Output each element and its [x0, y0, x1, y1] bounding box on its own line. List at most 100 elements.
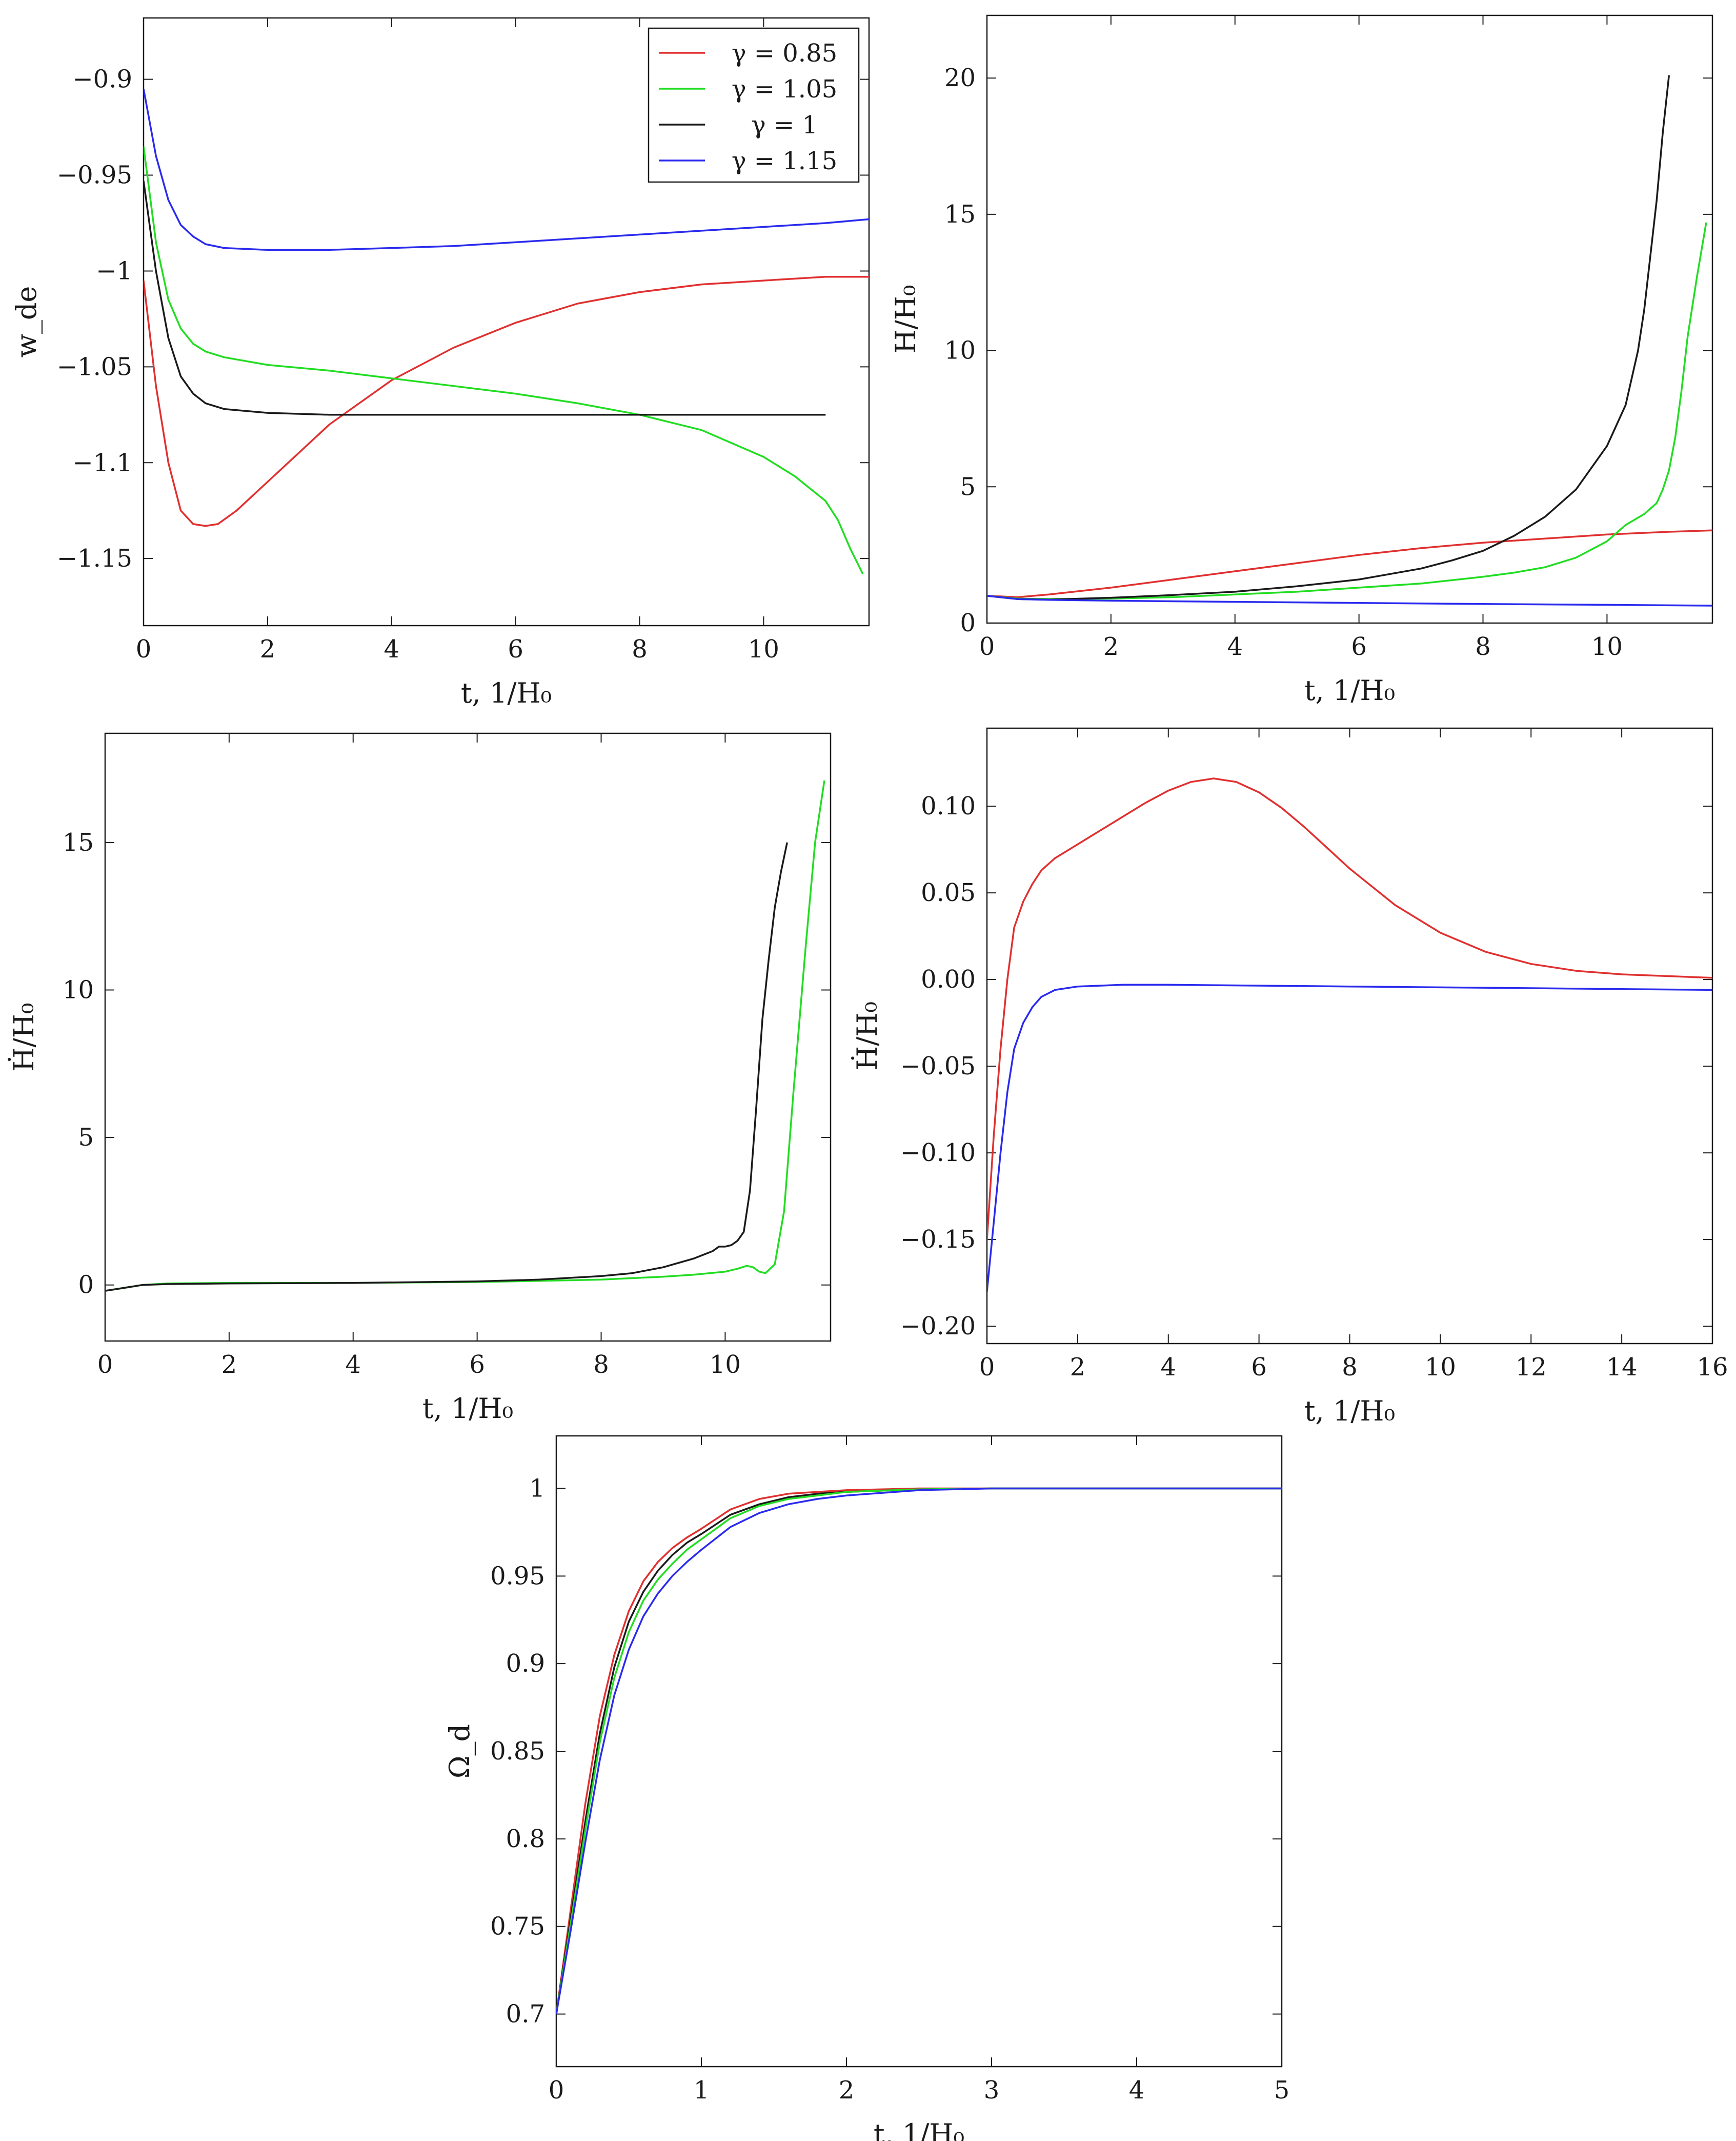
y-axis-label: H/H₀ — [890, 285, 922, 353]
plot-frame — [143, 17, 870, 627]
series-line-black — [556, 1487, 1282, 2014]
x-axis-label: t, 1/H₀ — [1304, 674, 1395, 707]
y-tick-label: −0.10 — [900, 1138, 976, 1167]
x-tick-label: 3 — [984, 2076, 1000, 2105]
y-tick-label: 15 — [63, 828, 94, 857]
legend-box — [648, 27, 860, 183]
y-axis-label-group: H/H₀ — [890, 285, 922, 353]
x-tick-label: 2 — [221, 1350, 237, 1379]
legend-entry: γ = 1.05 — [732, 75, 837, 104]
x-tick-label: 10 — [748, 635, 779, 664]
x-axis-label-group: t, 1/H₀ — [1304, 1395, 1395, 1427]
y-axis-label-group: Ḣ/H₀ — [7, 1003, 40, 1071]
y-axis-label-group: Ω_d — [443, 1724, 476, 1778]
y-tick-label: 0.85 — [490, 1737, 545, 1766]
y-tick-label: 15 — [944, 200, 976, 229]
x-tick-label: 6 — [469, 1350, 485, 1379]
y-axis-label: Ω_d — [443, 1724, 476, 1778]
y-tick-label: 10 — [63, 975, 94, 1004]
y-tick-label: 0.00 — [921, 965, 976, 994]
y-tick-label: 0 — [960, 609, 976, 637]
x-tick-label: 0 — [136, 635, 152, 664]
x-axis-label: t, 1/H₀ — [422, 1392, 513, 1425]
y-tick-label: −1 — [96, 256, 132, 285]
x-tick-label: 6 — [1251, 1353, 1267, 1382]
y-tick-label: 5 — [960, 472, 976, 501]
y-tick-label: 10 — [944, 336, 976, 365]
y-axis-label-group: Ḣ/H₀ — [851, 1002, 883, 1070]
x-axis-label: t, 1/H₀ — [874, 2118, 964, 2141]
x-axis-label-group: t, 1/H₀ — [461, 677, 552, 709]
x-tick-label: 10 — [1425, 1353, 1456, 1382]
chart-panel-H_over_H0: 0 2 4 6 8 10 0 5 10 15 20 t, 1/H₀ H/H₀ — [890, 14, 1713, 707]
y-tick-label: −1.1 — [72, 448, 132, 477]
series-line-blue — [556, 1487, 1282, 2014]
x-tick-label: 8 — [1475, 632, 1491, 661]
chart-panel-Omega_d: 0 1 2 3 4 5 1 0.95 0.9 0.85 0.8 0.75 0.7 t, 1/H₀ Ω_d — [443, 1435, 1290, 2141]
y-axis-label: w_de — [10, 286, 43, 358]
y-tick-label: −0.95 — [57, 161, 132, 190]
x-tick-label: 16 — [1697, 1353, 1728, 1382]
x-tick-label: 1 — [694, 2076, 710, 2105]
y-tick-label: 0.9 — [506, 1649, 545, 1678]
y-tick-label: −0.9 — [72, 65, 132, 94]
series-line-red — [987, 529, 1712, 598]
y-tick-label: 0.75 — [490, 1912, 545, 1941]
y-tick-label: 20 — [944, 64, 976, 92]
y-tick-label: 0.7 — [506, 2000, 545, 2029]
y-axis-label-group: w_de — [10, 286, 43, 358]
y-tick-label: 0.8 — [506, 1825, 545, 1853]
x-tick-label: 2 — [1070, 1353, 1086, 1382]
series-line-black — [987, 75, 1670, 601]
plot-frame — [104, 732, 832, 1342]
x-axis-label-group: t, 1/H₀ — [422, 1392, 513, 1425]
y-tick-label: 0.95 — [490, 1562, 545, 1590]
series-line-red — [556, 1487, 1282, 2014]
x-tick-label: 12 — [1516, 1353, 1547, 1382]
x-tick-label: 2 — [839, 2076, 855, 2105]
x-tick-label: 10 — [1591, 632, 1623, 661]
x-tick-label: 2 — [260, 635, 276, 664]
legend-entry: γ = 1.15 — [732, 147, 837, 175]
x-tick-label: 10 — [710, 1350, 741, 1379]
plot-frame — [986, 727, 1713, 1345]
x-tick-label: 0 — [979, 632, 995, 661]
legend-entry: γ = 0.85 — [732, 39, 837, 68]
x-tick-label: 14 — [1606, 1353, 1638, 1382]
plot-frame — [555, 1435, 1283, 2068]
x-tick-label: 4 — [1227, 632, 1243, 661]
x-axis-label: t, 1/H₀ — [1304, 1395, 1395, 1427]
legend: γ = 0.85 γ = 1.05 γ = 1 γ = 1.15 — [648, 27, 860, 183]
y-tick-label: −0.05 — [900, 1052, 976, 1080]
x-tick-label: 4 — [383, 635, 399, 664]
x-tick-label: 5 — [1274, 2076, 1290, 2105]
y-tick-label: 0.10 — [921, 792, 976, 821]
y-axis-label: Ḣ/H₀ — [851, 1002, 883, 1070]
series-line-black — [144, 181, 826, 416]
x-tick-label: 4 — [1160, 1353, 1176, 1382]
series-line-red — [144, 275, 869, 527]
x-tick-label: 6 — [508, 635, 523, 664]
y-tick-label: −1.15 — [57, 544, 132, 573]
series-line-green — [144, 146, 864, 574]
y-tick-label: 5 — [78, 1123, 94, 1152]
series-line-green — [987, 222, 1707, 600]
x-axis-label: t, 1/H₀ — [461, 677, 552, 709]
y-tick-label: 0 — [78, 1271, 94, 1299]
x-tick-label: 4 — [1129, 2076, 1145, 2105]
x-tick-label: 2 — [1103, 632, 1119, 661]
series-line-green — [105, 780, 825, 1292]
series-line-blue — [144, 88, 869, 251]
x-tick-label: 8 — [593, 1350, 609, 1379]
x-tick-label: 0 — [979, 1353, 995, 1382]
y-tick-label: 0.05 — [921, 878, 976, 907]
x-axis-label-group: t, 1/H₀ — [1304, 674, 1395, 707]
series-line-green — [556, 1487, 1282, 2014]
chart-panel-Hdot_small: 0 2 4 6 8 10 12 14 16 0.10 0.05 0.00 −0.05 −0.10 −0.15… — [851, 727, 1728, 1427]
x-tick-label: 0 — [97, 1350, 113, 1379]
series-line-blue — [987, 595, 1712, 607]
series-line-red — [987, 777, 1712, 1240]
x-tick-label: 0 — [549, 2076, 564, 2105]
x-tick-label: 4 — [345, 1350, 361, 1379]
y-axis-label: Ḣ/H₀ — [7, 1003, 40, 1071]
